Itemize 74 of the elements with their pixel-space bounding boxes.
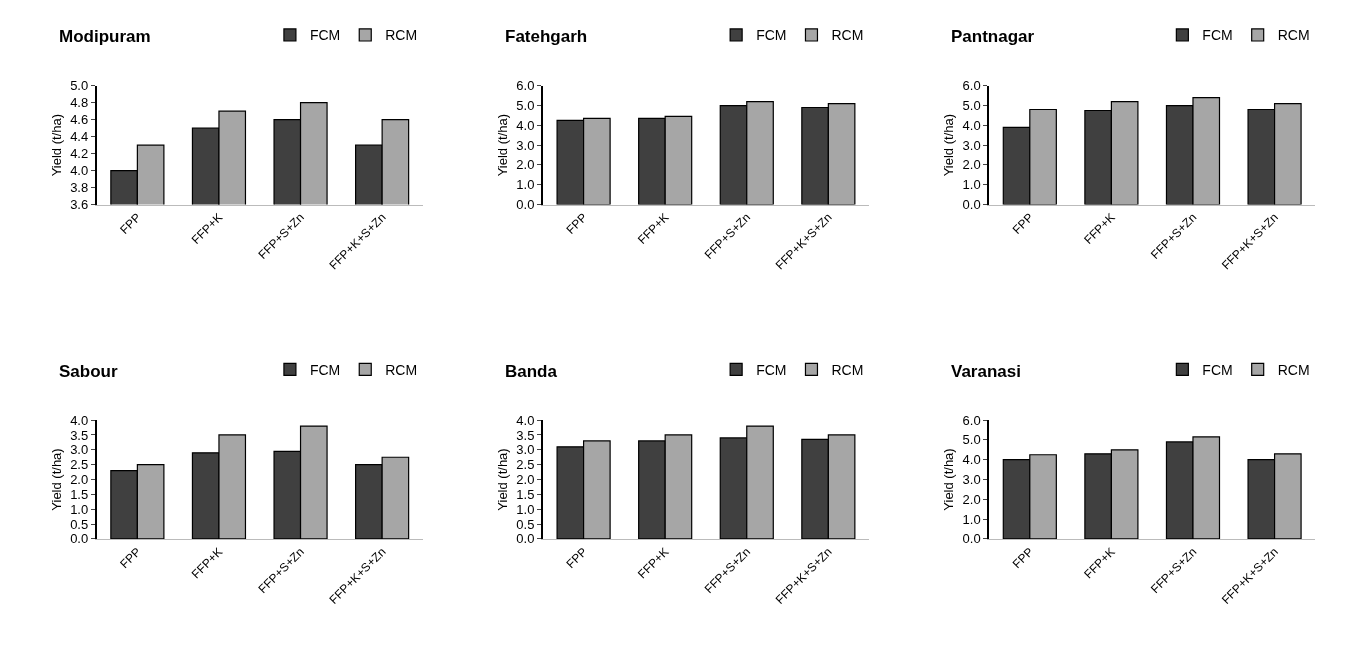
x-tick-label: FPP — [563, 544, 590, 572]
y-tick-label: 4.0 — [962, 117, 981, 133]
legend-label: FCM — [756, 361, 787, 378]
y-axis-title: Yield (t/ha) — [494, 113, 510, 177]
legend-label: FCM — [756, 27, 787, 44]
chart-title: Fatehgarh — [505, 27, 588, 46]
y-tick-label: 1.0 — [516, 177, 535, 193]
y-tick-label: 5.0 — [962, 98, 981, 114]
y-tick-label: 4.0 — [516, 412, 535, 428]
y-axis-title: Yield (t/ha) — [48, 448, 64, 511]
y-tick-label: 0.0 — [962, 197, 981, 213]
y-tick-label: 3.6 — [70, 197, 89, 213]
y-tick-label: 6.0 — [516, 78, 535, 94]
y-tick-label: 0.5 — [516, 516, 535, 532]
chart-title: Pantnagar — [951, 27, 1035, 46]
legend-label: FCM — [1202, 27, 1233, 44]
legend-label: RCM — [1277, 361, 1310, 378]
y-tick-label: 5.0 — [516, 98, 535, 114]
y-tick-label: 0.0 — [516, 197, 535, 213]
y-tick-label: 1.0 — [962, 511, 981, 527]
y-tick-label: 2.0 — [70, 472, 89, 488]
y-tick-label: 3.0 — [516, 137, 535, 153]
y-tick-label: 2.5 — [516, 457, 535, 473]
y-tick-label: 0.5 — [70, 516, 89, 532]
y-axis-title: Yield (t/ha) — [48, 113, 64, 177]
chart-title: Modipuram — [59, 27, 151, 46]
y-tick-label: 1.5 — [70, 486, 89, 502]
y-tick-label: 0.0 — [70, 531, 89, 547]
y-tick-label: 3.0 — [962, 472, 981, 488]
y-axis-title: Yield (t/ha) — [941, 448, 957, 511]
y-tick-label: 2.0 — [962, 157, 981, 173]
y-tick-label: 4.0 — [962, 452, 981, 468]
y-tick-label: 6.0 — [962, 412, 981, 428]
y-tick-label: 1.0 — [962, 177, 981, 193]
y-tick-label: 6.0 — [962, 78, 981, 94]
y-tick-label: 4.2 — [70, 146, 89, 162]
y-tick-label: 3.0 — [516, 442, 535, 458]
y-axis-title: Yield (t/ha) — [494, 448, 510, 511]
y-tick-label: 4.0 — [516, 117, 535, 133]
y-tick-label: 4.0 — [70, 412, 89, 428]
legend-label: RCM — [1277, 27, 1310, 44]
y-axis-title: Yield (t/ha) — [941, 113, 957, 177]
y-tick-label: 5.0 — [962, 432, 981, 448]
legend-label: RCM — [385, 361, 418, 378]
y-tick-label: 2.0 — [962, 491, 981, 507]
x-tick-label: FPP — [117, 544, 144, 572]
y-tick-label: 2.0 — [516, 157, 535, 173]
legend-label: RCM — [385, 27, 418, 44]
y-tick-label: 3.8 — [70, 180, 89, 196]
legend-label: RCM — [831, 361, 864, 378]
y-tick-label: 1.5 — [516, 486, 535, 502]
y-tick-label: 2.5 — [70, 457, 89, 473]
legend-label: FCM — [1202, 361, 1233, 378]
y-tick-label: 4.8 — [70, 95, 89, 111]
x-tick-label: FPP — [1009, 544, 1037, 572]
y-tick-label: 3.0 — [70, 442, 89, 458]
y-tick-label: 4.6 — [70, 112, 89, 128]
y-tick-label: 0.0 — [962, 531, 981, 547]
y-tick-label: 0.0 — [516, 531, 535, 547]
chart-title: Varanasi — [951, 362, 1021, 381]
legend-label: FCM — [309, 361, 341, 378]
y-tick-label: 1.0 — [70, 501, 89, 517]
y-tick-label: 1.0 — [516, 501, 535, 517]
legend-label: FCM — [309, 27, 341, 44]
chart-title: Sabour — [59, 362, 118, 381]
chart-title: Banda — [505, 362, 558, 381]
legend-label: RCM — [831, 27, 864, 44]
y-tick-label: 3.5 — [70, 427, 89, 443]
y-tick-label: 3.0 — [962, 137, 981, 153]
y-tick-label: 4.4 — [70, 129, 89, 145]
y-tick-label: 5.0 — [70, 78, 89, 94]
y-tick-label: 3.5 — [516, 427, 535, 443]
y-tick-label: 4.0 — [70, 163, 89, 179]
y-tick-label: 2.0 — [516, 472, 535, 488]
